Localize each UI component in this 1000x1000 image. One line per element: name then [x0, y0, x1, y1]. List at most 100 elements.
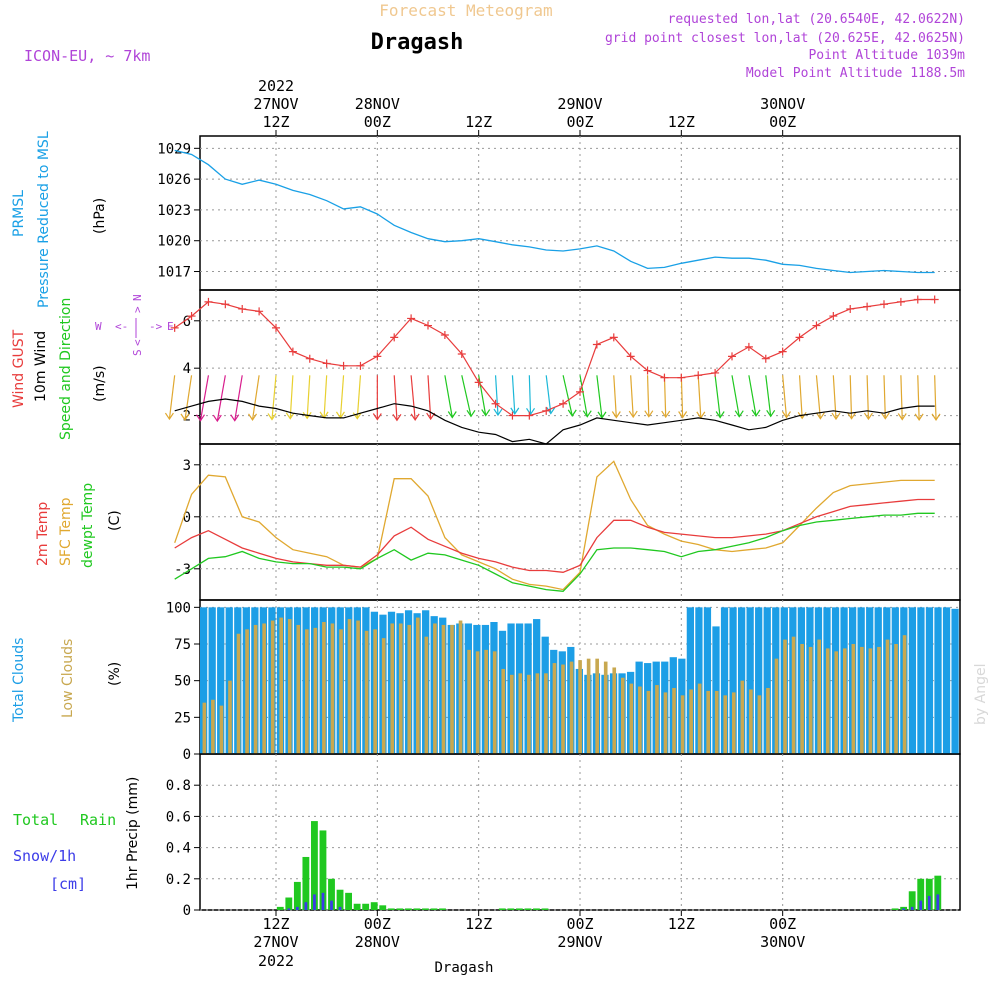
- wind-arrow-1: [184, 375, 193, 420]
- rain-bar-2: [293, 881, 301, 910]
- total-cloud-bar-62: [729, 607, 737, 754]
- gust-marker-12: [373, 352, 382, 361]
- low-cloud-bar-52: [646, 690, 651, 754]
- wind-arrow-6: [271, 375, 277, 420]
- ytick-label-3-1: 25: [174, 710, 191, 726]
- gust-marker-11: [356, 361, 365, 370]
- top-time-label-3: 00Z: [566, 113, 593, 131]
- snow-bar-0: [287, 908, 291, 910]
- top-year-label: 2022: [258, 77, 294, 95]
- total-cloud-bar-64: [746, 607, 754, 754]
- wind-arrowhead-21: [526, 407, 536, 416]
- ytick-label-4-0: 0: [183, 903, 191, 919]
- ytick-label-2-1: 0: [183, 510, 191, 526]
- low-cloud-bar-42: [561, 664, 565, 754]
- panel-frame-0: [199, 135, 961, 291]
- rain-bar-15: [404, 908, 412, 910]
- top-date-label-0: 27NOV: [253, 95, 298, 113]
- temp-2m-line: [174, 498, 935, 573]
- gust-marker-14: [407, 314, 416, 323]
- low-cloud-bar-0: [202, 702, 207, 754]
- gust-marker-6: [272, 323, 280, 332]
- precip-ylabel: 1hr Precip (mm): [125, 777, 141, 890]
- ytick-label-0-3: 1026: [157, 172, 191, 188]
- low-cloud-bar-72: [817, 639, 822, 754]
- wind-arrowhead-44: [914, 413, 924, 421]
- low-cloud-bar-19: [364, 630, 369, 754]
- bottom-time-label-4: 12Z: [668, 915, 695, 933]
- low-cloud-bar-74: [834, 651, 839, 754]
- rain-bar-3: [302, 856, 310, 910]
- wind-arrow-20: [511, 375, 516, 414]
- wind-gust-line: [174, 298, 935, 417]
- wind-arrow-35: [765, 375, 772, 417]
- rain-bar-17: [422, 908, 429, 910]
- total-clouds-label: Total Clouds: [11, 638, 27, 723]
- bottom-time-label-3: 00Z: [566, 915, 593, 933]
- low-cloud-bar-6: [253, 624, 258, 754]
- gust-marker-23: [559, 399, 568, 408]
- snow-bar-6: [338, 906, 342, 910]
- bottom-year-label: 2022: [258, 952, 294, 970]
- wind-arrowhead-3: [212, 414, 222, 423]
- total-cloud-bar-0: [200, 607, 208, 754]
- low-cloud-bar-24: [407, 624, 412, 754]
- rain-bar-5: [319, 830, 327, 910]
- low-cloud-bar-35: [501, 668, 506, 754]
- wind-arrowhead-39: [831, 412, 841, 421]
- gust-marker-43: [896, 297, 905, 306]
- total-cloud-bar-58: [695, 607, 703, 754]
- ytick-label-0-0: 1017: [157, 265, 191, 281]
- ytick-label-4-4: 0.8: [166, 778, 191, 794]
- wind-arrowhead-34: [751, 409, 761, 417]
- low-cloud-bar-4: [236, 633, 241, 754]
- rain-bar-11: [370, 902, 378, 910]
- low-cloud-bar-41: [552, 663, 557, 754]
- low-cloud-bar-65: [757, 695, 762, 754]
- total-cloud-bar-57: [686, 607, 694, 754]
- low-cloud-bar-40: [544, 673, 548, 754]
- low-cloud-bar-36: [509, 674, 514, 754]
- ytick-label-4-2: 0.4: [166, 841, 191, 857]
- wind-arrowhead-19: [493, 408, 503, 417]
- low-cloud-bar-28: [441, 624, 446, 754]
- wind-arrowhead-38: [815, 412, 825, 420]
- gust-marker-4: [238, 304, 247, 313]
- low-cloud-bar-82: [902, 635, 907, 754]
- gust-marker-18: [474, 378, 483, 387]
- low-cloud-bar-67: [774, 658, 779, 754]
- wind-arrow-4: [234, 375, 243, 421]
- low-cloud-bar-31: [467, 649, 471, 754]
- wind-arrow-17: [461, 375, 472, 417]
- compass-rose-icon: W <- -> E N S > <: [95, 294, 174, 356]
- low-cloud-bar-29: [450, 624, 454, 754]
- gust-marker-2: [204, 297, 213, 306]
- ytick-label-1-1: 4: [183, 361, 191, 377]
- wind-arrow-27: [630, 375, 634, 418]
- wind-arrow-0: [168, 375, 176, 420]
- low-cloud-bar-61: [723, 695, 728, 754]
- low-cloud-bar-2: [219, 705, 224, 754]
- bottom-time-label-2: 12Z: [465, 915, 492, 933]
- wind-10m-line: [174, 398, 935, 445]
- wind-arrow-43: [900, 375, 903, 420]
- compass-right-arrow: ->: [149, 320, 163, 333]
- wind-arrow-37: [798, 375, 803, 419]
- low-cloud-bar-75: [842, 648, 847, 754]
- ytick-label-0-1: 1020: [157, 234, 191, 250]
- top-date-label-1: 28NOV: [355, 95, 400, 113]
- wind-arrow-38: [815, 375, 821, 419]
- ytick-label-1-2: 6: [183, 314, 191, 330]
- low-cloud-bar-17: [347, 619, 352, 754]
- ytick-label-3-2: 50: [174, 674, 191, 690]
- sfc-temp-line: [174, 460, 935, 591]
- bottom-date-label-3: 29NOV: [557, 933, 602, 951]
- wind-arrowhead-2: [196, 414, 205, 422]
- pressure-msl-label: Pressure Reduced to MSL: [36, 131, 52, 308]
- total-cloud-bar-61: [720, 607, 729, 754]
- rain-bar-10: [362, 903, 370, 910]
- low-cloud-bar-7: [262, 623, 266, 754]
- wind-arrowhead-36: [781, 411, 791, 419]
